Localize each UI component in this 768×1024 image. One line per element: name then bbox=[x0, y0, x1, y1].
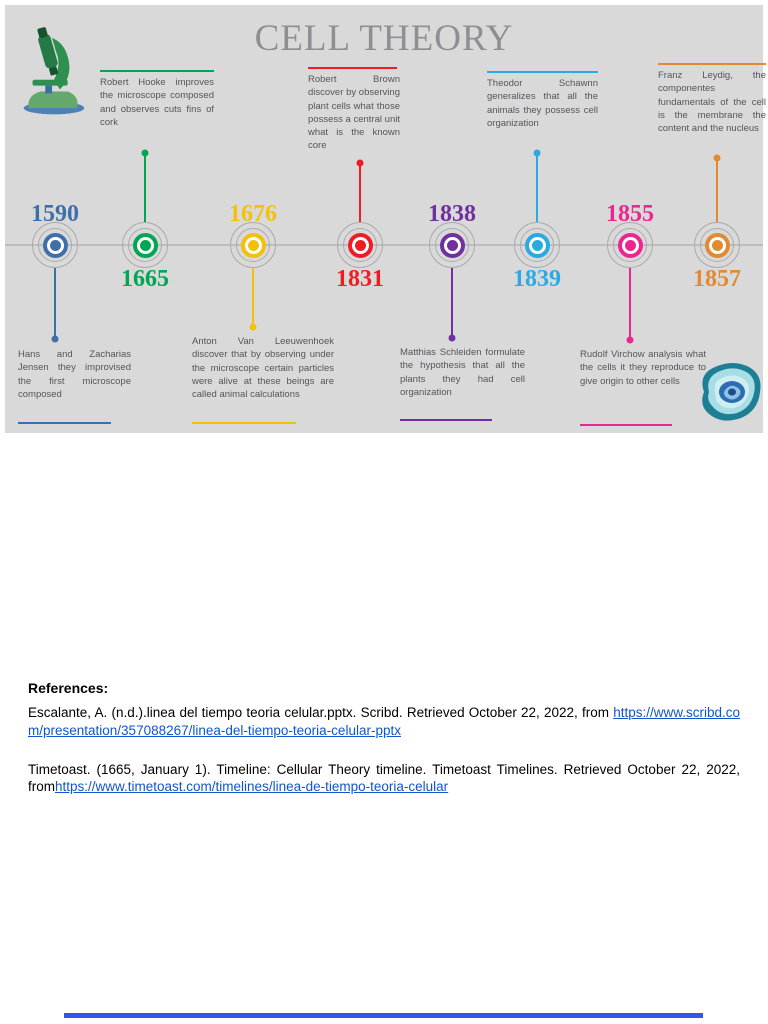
year-label: 1838 bbox=[428, 201, 476, 227]
cell-icon bbox=[702, 363, 761, 421]
year-label: 1839 bbox=[513, 266, 561, 292]
reference-link[interactable]: https://www.timetoast.com/timelines/line… bbox=[55, 779, 449, 795]
reference-link[interactable]: https://www.scribd.com/presentation/3570… bbox=[28, 705, 740, 738]
year-label: 1857 bbox=[693, 266, 741, 292]
event-description: Theodor Schawnn generalizes that all the… bbox=[487, 78, 598, 129]
connector-dot bbox=[713, 154, 721, 162]
connector-dot bbox=[626, 336, 634, 344]
year-label: 1665 bbox=[121, 266, 169, 292]
reference-entry: Timetoast. (1665, January 1). Timeline: … bbox=[28, 761, 740, 797]
year-label: 1676 bbox=[229, 201, 277, 227]
timeline-event-1665: 1665 Robert Hooke improves the microscop… bbox=[5, 5, 763, 433]
connector-line bbox=[716, 160, 718, 222]
connector-line bbox=[54, 268, 56, 336]
event-description: Robert Brown discover by observing plant… bbox=[308, 74, 400, 152]
event-description: Rudolf Virchow analysis what the cells i… bbox=[580, 349, 706, 387]
description-rule bbox=[18, 422, 111, 424]
description-rule bbox=[658, 63, 766, 65]
references-section: References: Escalante, A. (n.d.).linea d… bbox=[28, 680, 740, 817]
timeline-event-1676: 1676 Anton Van Leeuwenhoek discover that… bbox=[5, 5, 763, 433]
timeline-axis bbox=[5, 244, 763, 246]
timeline-event-1831: 1831 Robert Brown discover by observing … bbox=[5, 5, 763, 433]
connector-dot bbox=[249, 323, 257, 331]
connector-line bbox=[144, 155, 146, 222]
reference-text: Timetoast. (1665, January 1). Timeline: … bbox=[28, 761, 740, 795]
slide-title: CELL THEORY bbox=[254, 18, 514, 59]
microscope-icon bbox=[23, 27, 85, 115]
references-heading: References: bbox=[28, 680, 109, 696]
next-page-edge-line bbox=[64, 1013, 703, 1018]
connector-dot bbox=[448, 334, 456, 342]
connector-line bbox=[629, 268, 631, 339]
description-rule bbox=[487, 71, 598, 73]
description-rule bbox=[192, 422, 296, 424]
event-description: Anton Van Leeuwenhoek discover that by o… bbox=[192, 336, 334, 401]
connector-line bbox=[536, 155, 538, 222]
description-rule bbox=[400, 419, 492, 421]
event-description: Franz Leydig, the componentes fundamenta… bbox=[658, 70, 766, 135]
year-label: 1855 bbox=[606, 201, 654, 227]
timeline-slide: CELL THEORY 1590 bbox=[5, 5, 766, 433]
connector-line bbox=[451, 268, 453, 337]
description-rule bbox=[100, 70, 214, 72]
reference-entry: Escalante, A. (n.d.).linea del tiempo te… bbox=[28, 704, 740, 740]
event-description: Hans and Zacharias Jensen they improvise… bbox=[18, 349, 131, 400]
description-rule bbox=[580, 424, 672, 426]
connector-dot bbox=[141, 149, 149, 157]
year-label: 1590 bbox=[31, 201, 79, 227]
timeline-event-1855: 1855 Rudolf Virchow analysis what the ce… bbox=[5, 5, 763, 433]
timeline-event-1857: 1857 Franz Leydig, the componentes funda… bbox=[5, 5, 766, 433]
connector-dot bbox=[356, 159, 364, 167]
connector-line bbox=[252, 268, 254, 326]
description-rule bbox=[308, 67, 397, 69]
event-description: Matthias Schleiden formulate the hypothe… bbox=[400, 347, 525, 398]
event-description: Robert Hooke improves the microscope com… bbox=[100, 77, 214, 128]
reference-text: Escalante, A. (n.d.).linea del tiempo te… bbox=[28, 705, 614, 720]
connector-line bbox=[359, 165, 361, 222]
timeline-event-1590: 1590 Hans and Zacharias Jensen they impr… bbox=[5, 5, 763, 433]
timeline-event-1838: 1838 Matthias Schleiden formulate the hy… bbox=[5, 5, 763, 433]
connector-dot bbox=[51, 335, 59, 343]
connector-dot bbox=[533, 149, 541, 157]
timeline-event-1839: 1839 Theodor Schawnn generalizes that al… bbox=[5, 5, 763, 433]
year-label: 1831 bbox=[336, 266, 384, 292]
